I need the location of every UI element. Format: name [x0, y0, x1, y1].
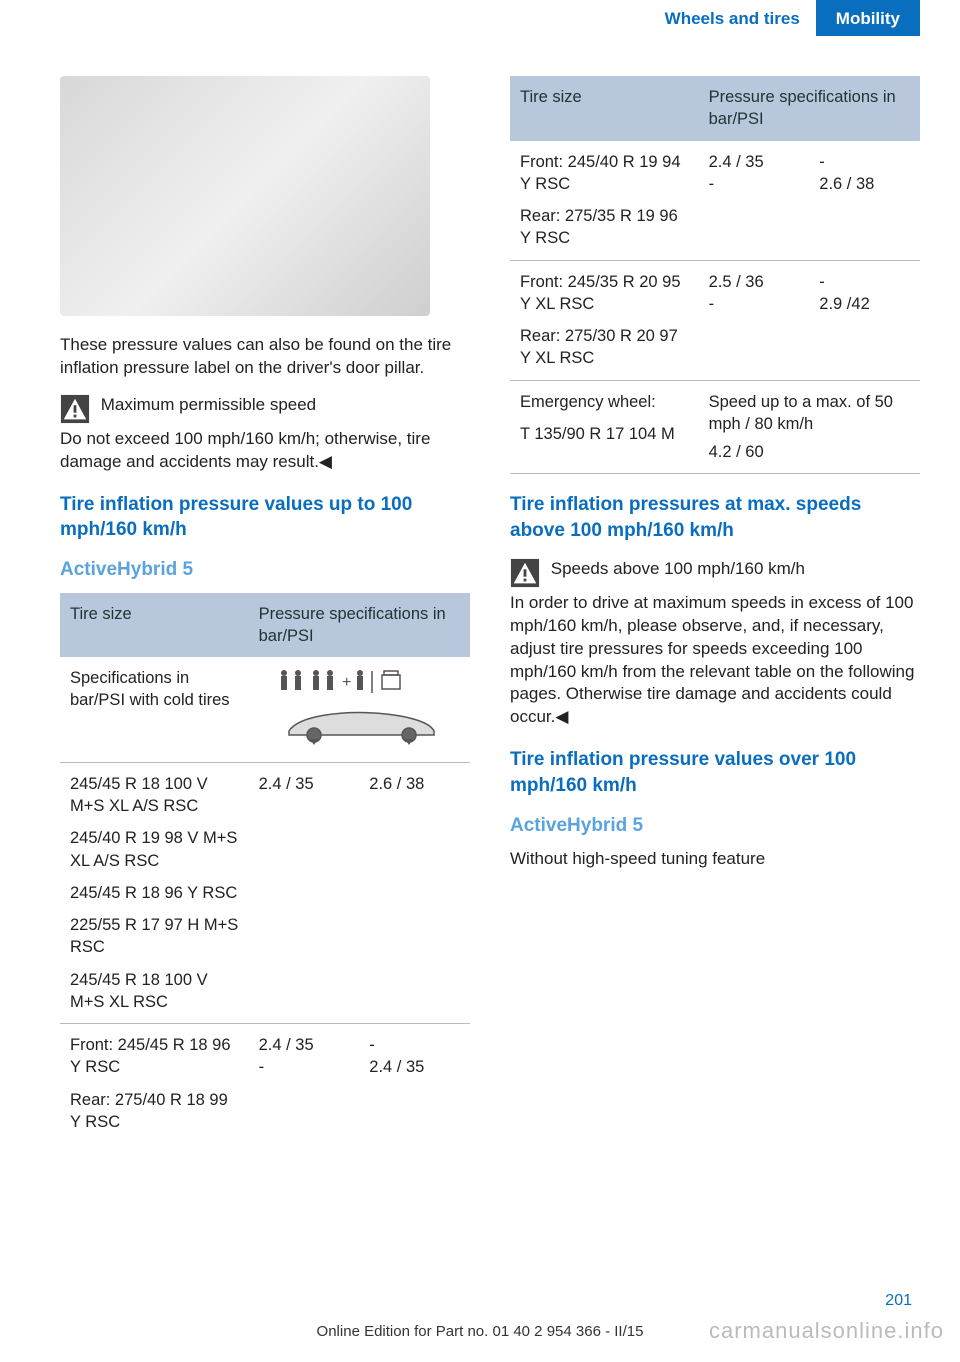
tire-size: 225/55 R 17 97 H M+S RSC [70, 914, 239, 959]
page-content: These pressure values can also be found … [0, 36, 960, 1143]
pressure-value: - [819, 271, 910, 293]
header-section: Wheels and tires [665, 0, 816, 36]
svg-text:+: + [342, 674, 351, 691]
warning-icon [510, 558, 540, 588]
emergency-speed: Speed up to a max. of 50 mph / 80 km/h [709, 391, 910, 436]
pressure-value: 2.6 / 38 [359, 762, 470, 1023]
pressure-value: - [819, 151, 910, 173]
tire-size: 245/45 R 18 100 V M+S XL RSC [70, 969, 239, 1014]
door-pillar-image [60, 76, 430, 316]
page-number: 201 [885, 1290, 912, 1312]
pressure-value: 2.4 / 35 [249, 762, 360, 1023]
th-tire-size: Tire size [510, 76, 699, 141]
pressure-value: 2.5 / 36 [709, 271, 800, 293]
warning-title: Maximum permissible speed [101, 395, 316, 414]
tire-size: 245/45 R 18 100 V M+S XL A/S RSC [70, 773, 239, 818]
section-heading-max: Tire inflation pressures at max. speeds … [510, 492, 920, 543]
pressure-col: - 2.6 / 38 [809, 141, 920, 261]
tire-rear: Rear: 275/30 R 20 97 Y XL RSC [520, 325, 689, 370]
pressure-col: 2.4 / 35 - [699, 141, 810, 261]
image-caption: These pressure values can also be found … [60, 334, 470, 380]
pressure-col: - 2.4 / 35 [359, 1024, 470, 1144]
pressure-table-left: Tire size Pressure specifications in bar… [60, 593, 470, 1144]
th-pressure: Pressure specifications in bar/PSI [249, 593, 470, 658]
left-column: These pressure values can also be found … [60, 76, 470, 1143]
pressure-table-right: Tire size Pressure specifications in bar… [510, 76, 920, 474]
emergency-pressure: 4.2 / 60 [709, 441, 910, 463]
pressure-value: 2.9 /42 [819, 293, 910, 315]
tire-front: Front: 245/40 R 19 94 Y RSC [520, 151, 689, 196]
model-heading: ActiveHybrid 5 [510, 813, 920, 839]
emergency-values: Speed up to a max. of 50 mph / 80 km/h 4… [699, 380, 920, 474]
tire-size-pair: Front: 245/40 R 19 94 Y RSC Rear: 275/35… [510, 141, 699, 261]
pressure-value: - [259, 1056, 350, 1078]
right-column: Tire size Pressure specifications in bar… [510, 76, 920, 1143]
spec-label: Specifications in bar/PSI with cold tire… [60, 657, 249, 762]
page-header: Wheels and tires Mobility [0, 0, 920, 36]
pressure-value: 2.4 / 35 [369, 1056, 460, 1078]
emergency-wheel: Emergency wheel: T 135/90 R 17 104 M [510, 380, 699, 474]
load-icons: + [249, 657, 470, 762]
pressure-col: 2.4 / 35 - [249, 1024, 360, 1144]
section-heading-upto: Tire inflation pressure values up to 100… [60, 492, 470, 543]
tire-size-pair: Front: 245/45 R 18 96 Y RSC Rear: 275/40… [60, 1024, 249, 1144]
model-heading: ActiveHybrid 5 [60, 557, 470, 583]
pressure-col: - 2.9 /42 [809, 260, 920, 380]
warning-block: Maximum permissible speed Do not exceed … [60, 394, 470, 474]
th-pressure: Pressure specifications in bar/PSI [699, 76, 920, 141]
header-chapter: Mobility [816, 0, 920, 36]
tire-rear: Rear: 275/40 R 18 99 Y RSC [70, 1089, 239, 1134]
warning-icon [60, 394, 90, 424]
section-heading-over: Tire inflation pressure values over 100 … [510, 747, 920, 798]
tire-rear: Rear: 275/35 R 19 96 Y RSC [520, 205, 689, 250]
watermark: carmanualsonline.info [709, 1316, 944, 1346]
tire-front: Front: 245/45 R 18 96 Y RSC [70, 1034, 239, 1079]
tire-size: 245/40 R 19 98 V M+S XL A/S RSC [70, 827, 239, 872]
warning-block: Speeds above 100 mph/160 km/h In order t… [510, 558, 920, 730]
pressure-value: 2.4 / 35 [259, 1034, 350, 1056]
tire-size-pair: Front: 245/35 R 20 95 Y XL RSC Rear: 275… [510, 260, 699, 380]
emergency-size: T 135/90 R 17 104 M [520, 423, 689, 445]
warning-title: Speeds above 100 mph/160 km/h [551, 559, 805, 578]
pressure-value: - [709, 173, 800, 195]
pressure-value: - [369, 1034, 460, 1056]
tire-size: 245/45 R 18 96 Y RSC [70, 882, 239, 904]
tire-front: Front: 245/35 R 20 95 Y XL RSC [520, 271, 689, 316]
pressure-value: 2.6 / 38 [819, 173, 910, 195]
subtitle: Without high-speed tuning feature [510, 848, 920, 871]
pressure-value: - [709, 293, 800, 315]
tire-sizes-group: 245/45 R 18 100 V M+S XL A/S RSC 245/40 … [60, 762, 249, 1023]
pressure-value: 2.4 / 35 [709, 151, 800, 173]
pressure-col: 2.5 / 36 - [699, 260, 810, 380]
warning-body: In order to drive at maximum speeds in e… [510, 592, 920, 730]
warning-body: Do not exceed 100 mph/160 km/h; otherwis… [60, 428, 470, 474]
th-tire-size: Tire size [60, 593, 249, 658]
emergency-label: Emergency wheel: [520, 391, 689, 413]
